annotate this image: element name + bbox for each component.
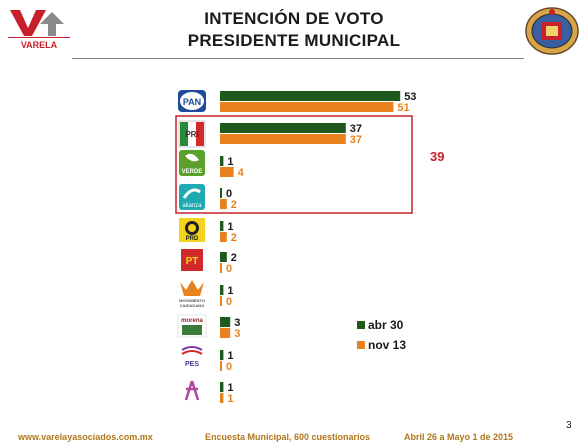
bar-verde-abr-30 [220,156,224,166]
bar-pes-nov-13 [220,361,222,371]
value-label-prd-nov-13: 2 [231,232,237,244]
value-label-pan-abr-30: 53 [404,91,416,103]
coalition-highlight-box [175,115,413,214]
value-label-movimiento-ciudadano-abr-30: 1 [227,285,233,297]
party-logo-nueva-alianza: alianza [179,184,205,210]
party-logo-humanista [180,378,204,404]
bar-morena-abr-30 [220,317,231,327]
chart-title-line1: INTENCIÓN DE VOTO [204,9,384,28]
value-label-morena-abr-30: 3 [234,317,240,329]
value-label-pri-abr-30: 37 [350,123,362,135]
page-number: 3 [566,420,572,431]
value-label-verde-abr-30: 1 [227,156,233,168]
svg-text:PAN: PAN [183,97,201,107]
svg-text:MOVIMIENTO: MOVIMIENTO [179,298,205,303]
value-label-movimiento-ciudadano-nov-13: 0 [226,296,232,308]
legend-label-nov13: nov 13 [368,338,406,352]
svg-text:PRD: PRD [186,236,199,242]
party-logo-verde: VERDE [179,150,205,176]
value-label-pri-nov-13: 37 [350,134,362,146]
svg-text:PT: PT [186,256,199,267]
footer-dates: Abril 26 a Mayo 1 de 2015 [404,432,514,442]
varela-logo: VARELA [8,10,70,50]
value-label-pes-abr-30: 1 [227,350,233,362]
party-logo-pes: PES [181,346,203,368]
footer-website: www.varelayasociados.com.mx [18,432,153,442]
coalition-total-annotation: 39 [430,149,444,164]
value-label-alianza-nov-13: 2 [231,199,237,211]
value-label-pt-abr-30: 2 [231,252,237,264]
value-label-humanista-abr-30: 1 [227,382,233,394]
chart-title-line2: PRESIDENTE MUNICIPAL [187,31,401,50]
bar-pri-abr-30 [220,123,346,133]
bar-pri-nov-13 [220,134,346,144]
bar-prd-nov-13 [220,232,227,242]
party-logo-morena: morena [177,314,207,338]
svg-text:morena: morena [181,318,203,324]
svg-text:PRI: PRI [185,130,198,139]
svg-text:alianza: alianza [182,203,202,209]
brand-text: VARELA [21,40,58,50]
bar-movimiento-ciudadano-abr-30 [220,285,224,295]
bar-movimiento-ciudadano-nov-13 [220,296,222,306]
bar-humanista-nov-13 [220,393,224,403]
svg-text:VERDE: VERDE [182,169,203,175]
bar-pes-abr-30 [220,350,224,360]
bar-alianza-abr-30 [220,188,222,198]
party-logo-movimiento-ciudadano: MOVIMIENTO CIUDADANO [179,280,205,308]
bar-prd-abr-30 [220,221,224,231]
bar-morena-nov-13 [220,328,231,338]
value-label-morena-nov-13: 3 [234,328,240,340]
header-divider [72,58,524,59]
bar-pt-abr-30 [220,252,227,262]
bar-pan-nov-13 [220,102,394,112]
party-logo-prd: PRD [179,218,205,242]
legend-swatch-nov13 [357,341,365,349]
bar-humanista-abr-30 [220,382,224,392]
party-logo-pri: PRI [178,120,206,148]
svg-text:CIUDADANO: CIUDADANO [180,303,204,308]
footer-survey: Encuesta Municipal, 600 cuestionarios [205,432,371,442]
bar-verde-nov-13 [220,167,234,177]
value-label-pes-nov-13: 0 [226,361,232,373]
party-logo-pt: PT [181,249,203,271]
legend-swatch-abr30 [357,321,365,329]
value-label-pan-nov-13: 51 [397,102,409,114]
svg-text:PES: PES [185,361,199,368]
value-label-pt-nov-13: 0 [226,263,232,275]
bar-alianza-nov-13 [220,199,227,209]
value-label-verde-nov-13: 4 [238,167,245,179]
municipal-crest-logo [525,7,579,55]
value-label-alianza-abr-30: 0 [226,188,232,200]
bar-pan-abr-30 [220,91,401,101]
bar-pt-nov-13 [220,263,222,273]
legend-label-abr30: abr 30 [368,318,404,332]
value-label-prd-abr-30: 1 [227,221,233,233]
value-label-humanista-nov-13: 1 [227,393,233,405]
party-logo-pan: PAN [178,90,206,112]
